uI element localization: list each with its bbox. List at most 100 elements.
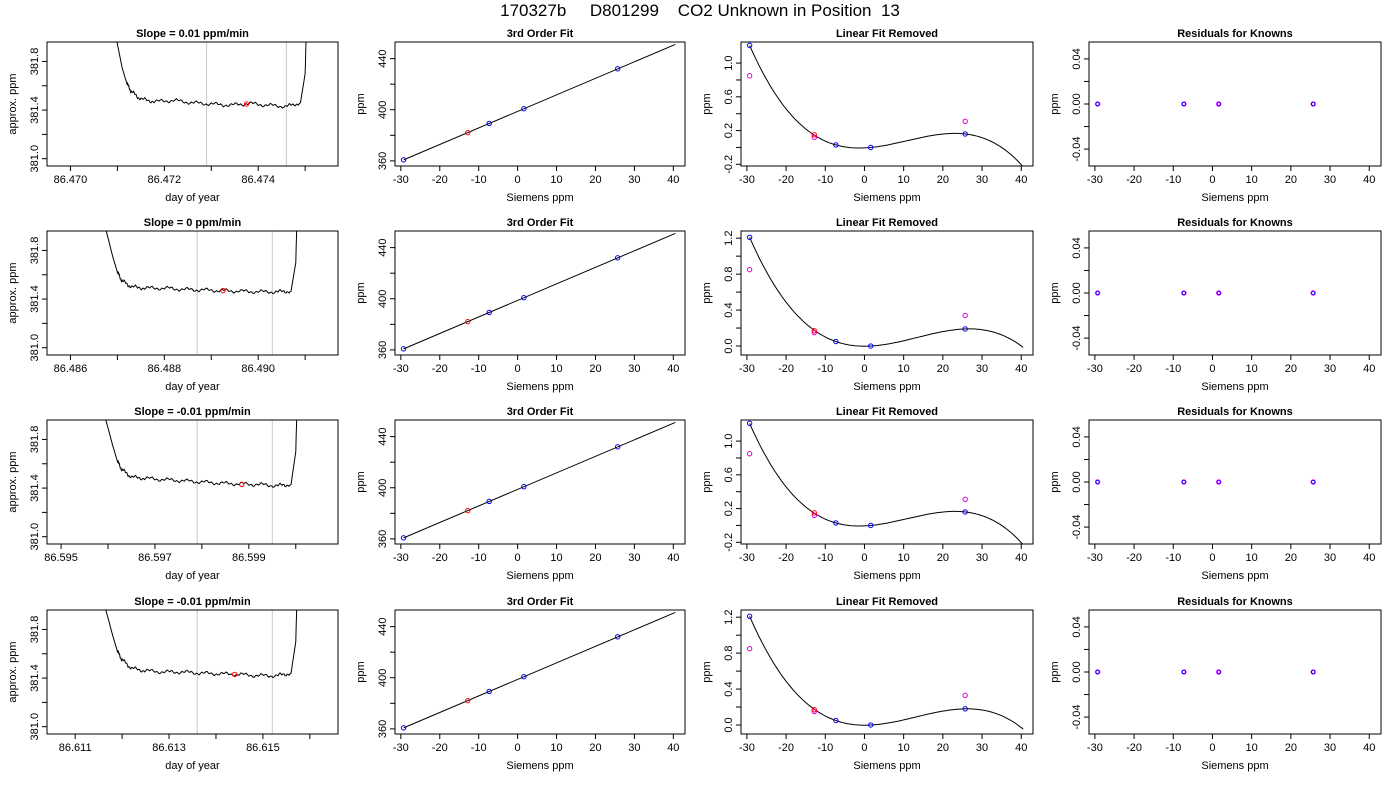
x-tick-label: 10 [1246,742,1258,754]
y-axis-label: ppm [1049,661,1061,682]
plot-frame [394,609,686,735]
plot-frame [46,419,339,545]
x-axis-label: Siemens ppm [506,760,573,772]
y-tick-label: 0.4 [723,302,735,317]
x-tick-label: 10 [550,742,562,754]
known-point [486,498,492,505]
known-point [614,634,621,640]
x-axis-label: day of year [165,570,220,582]
chart-panel-timeseries-0: Slope = 0.01 ppm/min 86.470 86.472 86.474 38… [7,28,339,204]
plot-area [746,613,1024,730]
known-point [400,157,407,163]
plot-area [746,42,1024,166]
x-tick-label: 10 [898,174,910,186]
concentration-trace [116,42,307,109]
y-tick-label: 0.6 [723,467,735,482]
residual-point-outer [1310,290,1316,296]
x-tick-label: 86.490 [241,363,275,375]
x-tick-label: 10 [898,363,910,375]
y-axis-label: ppm [1049,93,1061,114]
x-tick-label: -10 [817,742,833,754]
x-tick-label: -20 [778,174,794,186]
chart-title: Residuals for Knowns [1177,406,1293,418]
residual-point [1216,670,1221,675]
plot-area [400,611,676,731]
unknown-point [811,707,817,713]
y-tick-label: 0.2 [723,123,735,138]
known-point [833,520,839,526]
y-tick-label: 381.8 [29,237,41,265]
x-tick-label: -30 [1087,552,1103,564]
x-tick-label: 0 [1209,742,1215,754]
known-point [521,484,527,490]
y-tick-label: 0.04 [1071,237,1083,258]
magenta-point [746,73,753,79]
y-tick-label: 0.00 [1071,93,1083,114]
x-tick-label: 20 [937,742,949,754]
x-tick-label: 30 [976,552,988,564]
y-tick-label: -0.04 [1071,137,1083,162]
residual-point-outer [1310,101,1316,107]
x-tick-label: 0 [515,174,521,186]
plot-frame [46,41,339,167]
plot-frame [1088,41,1382,167]
cubic-curve [749,616,1024,730]
chart-title: 3rd Order Fit [507,406,574,418]
x-tick-label: 30 [1324,742,1336,754]
x-tick-label: 40 [1015,174,1027,186]
x-tick-label: 10 [898,742,910,754]
residual-point-outer [1310,479,1316,485]
residual-point-outer [1094,479,1101,485]
residual-point-outer [1181,101,1187,107]
chart-panel-residuals-2: Residuals for Knowns -30 -20 -10 0 10 20 30 40 -0… [1049,406,1382,582]
x-tick-label: -10 [1165,552,1181,564]
x-tick-label: 40 [1363,363,1375,375]
average-marker [243,101,250,107]
x-tick-label: 40 [1363,552,1375,564]
y-tick-label: 440 [377,617,389,635]
chart-title: Residuals for Knowns [1177,28,1293,40]
y-tick-label: 0.2 [723,501,735,516]
y-tick-label: 381.4 [29,285,41,313]
known-point [746,234,753,240]
x-tick-label: 30 [1324,174,1336,186]
residual-point [1095,479,1100,484]
x-tick-label: 86.615 [246,742,280,754]
x-tick-label: -30 [393,174,409,186]
chart-title: Slope = 0.01 ppm/min [136,28,249,40]
known-point [833,717,839,724]
x-tick-label: -10 [817,174,833,186]
x-tick-label: -20 [778,552,794,564]
plot-area [105,231,298,355]
x-tick-label: 30 [976,363,988,375]
fit-line [403,232,676,350]
plot-area [105,610,298,734]
residual-point-outer [1181,669,1187,675]
y-tick-label: -0.04 [1071,326,1083,351]
y-tick-label: 0.00 [1071,282,1083,303]
x-tick-label: 10 [550,552,562,564]
x-tick-label: -20 [432,552,448,564]
x-axis-label: Siemens ppm [506,192,573,204]
average-marker [220,287,226,294]
magenta-point [962,118,968,124]
unknown-point [465,507,471,514]
x-axis-label: Siemens ppm [1201,381,1268,393]
known-point [868,522,874,529]
y-tick-label: 0.6 [723,89,735,104]
y-tick-label: -0.04 [1071,515,1083,540]
x-tick-label: 86.472 [148,174,182,186]
x-tick-label: 40 [1363,742,1375,754]
residual-point [1095,102,1100,107]
plot-frame [46,609,339,735]
x-tick-label: 30 [976,742,988,754]
y-axis-label: ppm [1049,282,1061,303]
residual-point-outer [1216,101,1222,107]
x-tick-label: 40 [667,174,679,186]
x-tick-label: -20 [778,363,794,375]
x-tick-label: -10 [471,363,487,375]
x-tick-label: 86.597 [138,552,172,564]
plot-frame [1088,419,1382,545]
y-tick-label: 381.4 [29,664,41,692]
chart-title: Slope = -0.01 ppm/min [134,596,251,608]
